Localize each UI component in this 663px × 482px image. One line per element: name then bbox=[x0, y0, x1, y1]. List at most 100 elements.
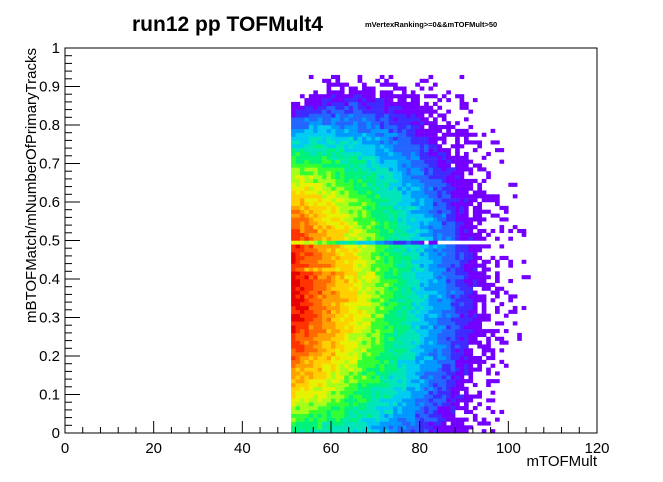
heatmap-cell bbox=[295, 313, 301, 318]
heatmap-cell bbox=[450, 294, 456, 299]
heatmap-cell bbox=[410, 151, 416, 157]
heatmap-cell bbox=[370, 359, 376, 364]
heatmap-cell bbox=[464, 352, 469, 357]
heatmap-cell bbox=[375, 379, 381, 384]
heatmap-cell bbox=[384, 182, 389, 187]
heatmap-cell bbox=[419, 225, 425, 230]
heatmap-cell bbox=[326, 317, 332, 322]
heatmap-cell bbox=[322, 386, 327, 391]
heatmap-cell bbox=[322, 409, 327, 414]
heatmap-cell bbox=[357, 113, 363, 118]
heatmap-cell bbox=[406, 390, 412, 395]
heatmap-cell bbox=[455, 244, 460, 249]
heatmap-cell bbox=[441, 167, 447, 172]
heatmap-cell bbox=[313, 429, 318, 434]
heatmap-cell bbox=[424, 282, 429, 287]
heatmap-cell bbox=[477, 359, 482, 364]
heatmap-cell bbox=[406, 282, 412, 287]
heatmap-cell bbox=[464, 402, 469, 407]
heatmap-cell bbox=[432, 144, 438, 149]
heatmap-cell bbox=[393, 198, 398, 203]
heatmap-cell bbox=[375, 409, 381, 414]
heatmap-cell bbox=[424, 148, 429, 153]
heatmap-cell bbox=[428, 232, 434, 237]
heatmap-cell bbox=[375, 178, 381, 183]
heatmap-cell bbox=[464, 332, 469, 337]
heatmap-cell bbox=[331, 190, 336, 195]
heatmap-cell bbox=[308, 275, 314, 280]
heatmap-cell bbox=[486, 421, 491, 426]
heatmap-cell bbox=[459, 379, 465, 384]
heatmap-cell bbox=[424, 263, 429, 268]
heatmap-cell bbox=[437, 178, 443, 183]
heatmap-cell bbox=[459, 252, 465, 257]
heatmap-cell bbox=[322, 275, 327, 280]
heatmap-cell bbox=[299, 125, 305, 130]
heatmap-cell bbox=[393, 406, 398, 411]
heatmap-cell bbox=[295, 375, 301, 380]
heatmap-cell bbox=[393, 178, 398, 183]
heatmap-cell bbox=[366, 244, 372, 249]
heatmap-cell bbox=[322, 279, 327, 284]
heatmap-cell bbox=[339, 255, 345, 260]
heatmap-cell bbox=[322, 429, 327, 434]
heatmap-cell bbox=[322, 159, 327, 164]
heatmap-cell bbox=[388, 217, 394, 222]
heatmap-cell bbox=[508, 182, 514, 187]
heatmap-cell bbox=[348, 228, 354, 234]
heatmap-cell bbox=[455, 198, 460, 203]
heatmap-cell bbox=[348, 263, 354, 268]
heatmap-cell bbox=[317, 275, 323, 280]
heatmap-cell bbox=[499, 255, 505, 260]
heatmap-cell bbox=[339, 151, 345, 157]
heatmap-cell bbox=[370, 144, 376, 149]
heatmap-cell bbox=[428, 113, 434, 118]
heatmap-cell bbox=[432, 136, 438, 141]
heatmap-cell bbox=[348, 232, 354, 237]
heatmap-cell bbox=[428, 271, 434, 276]
heatmap-cell bbox=[313, 367, 318, 372]
heatmap-cell bbox=[295, 336, 301, 341]
heatmap-cell bbox=[366, 159, 372, 164]
heatmap-cell bbox=[397, 406, 403, 411]
heatmap-cell bbox=[468, 225, 474, 230]
heatmap-cell bbox=[424, 309, 429, 314]
heatmap-cell bbox=[308, 329, 314, 334]
heatmap-cell bbox=[401, 298, 407, 303]
heatmap-cell bbox=[397, 163, 403, 168]
heatmap-cell bbox=[428, 132, 434, 137]
heatmap-cell bbox=[362, 386, 367, 391]
heatmap-cell bbox=[437, 194, 443, 199]
heatmap-cell bbox=[317, 175, 323, 180]
heatmap-cell bbox=[299, 213, 305, 218]
heatmap-cell bbox=[379, 413, 385, 418]
heatmap-cell bbox=[384, 90, 389, 95]
heatmap-cell bbox=[450, 394, 456, 399]
heatmap-cell bbox=[432, 425, 438, 430]
heatmap-cell bbox=[415, 352, 420, 357]
heatmap-cell bbox=[335, 290, 341, 295]
heatmap-cell bbox=[428, 136, 434, 141]
heatmap-cell bbox=[331, 101, 336, 106]
heatmap-cell bbox=[384, 271, 389, 276]
heatmap-cell bbox=[459, 202, 465, 207]
heatmap-cell bbox=[410, 356, 416, 361]
heatmap-cell bbox=[353, 305, 358, 311]
heatmap-cell bbox=[406, 194, 412, 199]
heatmap-cell bbox=[419, 205, 425, 210]
heatmap-cell bbox=[397, 298, 403, 303]
heatmap-cell bbox=[299, 252, 305, 257]
heatmap-cell bbox=[455, 336, 460, 341]
heatmap-cell bbox=[366, 163, 372, 168]
heatmap-cell bbox=[388, 340, 394, 345]
heatmap-cell bbox=[441, 244, 447, 249]
heatmap-cell bbox=[419, 340, 425, 345]
heatmap-cell bbox=[317, 286, 323, 291]
heatmap-cell bbox=[441, 248, 447, 253]
heatmap-cell bbox=[388, 236, 394, 241]
heatmap-cell bbox=[357, 313, 363, 318]
heatmap-cell bbox=[322, 94, 327, 99]
heatmap-cell bbox=[397, 344, 403, 349]
heatmap-cell bbox=[450, 406, 456, 411]
heatmap-cell bbox=[437, 236, 443, 241]
